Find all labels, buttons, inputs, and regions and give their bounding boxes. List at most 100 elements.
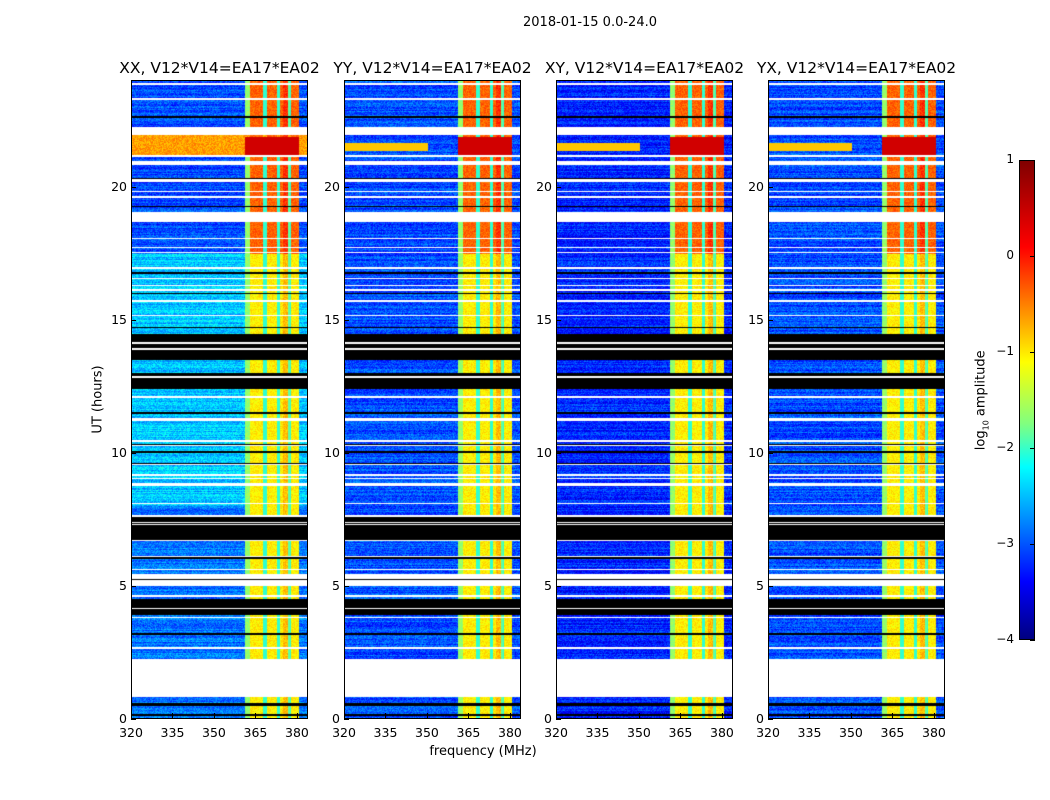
y-tick-mark bbox=[344, 585, 349, 587]
y-axis-label: UT (hours) bbox=[90, 365, 106, 434]
colorbar-tick-mark bbox=[1030, 256, 1035, 257]
x-tick-mark bbox=[509, 713, 511, 718]
waterfall-panel bbox=[131, 80, 308, 719]
x-tick-label: 320 bbox=[332, 725, 356, 740]
x-tick-mark bbox=[255, 713, 257, 718]
y-tick-label: 5 bbox=[119, 577, 127, 593]
colorbar-tick-mark bbox=[1030, 448, 1035, 449]
colorbar-label: log10 amplitude bbox=[973, 350, 991, 451]
panel-title: XY, V12*V14=EA17*EA02 bbox=[544, 59, 745, 77]
y-tick-mark bbox=[344, 452, 349, 454]
panel-title: YY, V12*V14=EA17*EA02 bbox=[333, 59, 532, 77]
y-tick-label: 15 bbox=[324, 311, 340, 327]
x-tick-mark bbox=[850, 713, 852, 718]
colorbar-tick-label: −1 bbox=[996, 344, 1014, 358]
x-tick-mark bbox=[344, 713, 345, 718]
x-tick-mark bbox=[768, 713, 769, 718]
waterfall-panel bbox=[344, 80, 521, 719]
colorbar-tick-mark bbox=[1030, 544, 1035, 545]
y-tick-mark bbox=[131, 186, 136, 188]
colorbar-tick-label: −4 bbox=[996, 632, 1014, 646]
x-tick-label: 380 bbox=[710, 725, 734, 740]
x-tick-mark bbox=[892, 713, 894, 718]
y-tick-mark bbox=[556, 452, 561, 454]
x-tick-label: 320 bbox=[756, 725, 780, 740]
x-tick-label: 350 bbox=[202, 725, 226, 740]
x-tick-label: 365 bbox=[880, 725, 905, 740]
x-tick-label: 350 bbox=[627, 725, 651, 740]
waterfall-heatmap bbox=[557, 81, 732, 718]
waterfall-panel bbox=[556, 80, 733, 719]
y-tick-label: 10 bbox=[536, 444, 552, 460]
x-tick-mark bbox=[385, 713, 387, 718]
y-tick-mark bbox=[556, 186, 561, 188]
x-tick-label: 350 bbox=[415, 725, 439, 740]
x-tick-label: 320 bbox=[119, 725, 143, 740]
y-tick-mark bbox=[768, 319, 773, 321]
y-tick-mark bbox=[556, 319, 561, 321]
y-tick-label: 5 bbox=[332, 577, 340, 593]
y-tick-label: 5 bbox=[756, 577, 764, 593]
x-tick-label: 335 bbox=[160, 725, 185, 740]
waterfall-heatmap bbox=[769, 81, 944, 718]
panel-title: XX, V12*V14=EA17*EA02 bbox=[119, 59, 320, 77]
y-tick-mark bbox=[344, 719, 349, 720]
y-tick-label: 20 bbox=[324, 178, 340, 194]
x-tick-mark bbox=[721, 713, 723, 718]
y-tick-label: 0 bbox=[544, 711, 552, 726]
y-tick-label: 20 bbox=[536, 178, 552, 194]
x-tick-label: 380 bbox=[498, 725, 522, 740]
colorbar-tick-mark bbox=[1030, 352, 1035, 353]
y-tick-label: 0 bbox=[332, 711, 340, 726]
x-tick-mark bbox=[680, 713, 682, 718]
y-tick-label: 20 bbox=[748, 178, 764, 194]
y-tick-label: 0 bbox=[756, 711, 764, 726]
x-tick-mark bbox=[172, 713, 174, 718]
y-tick-label: 0 bbox=[119, 711, 127, 726]
y-tick-mark bbox=[344, 319, 349, 321]
y-tick-mark bbox=[768, 719, 773, 720]
y-tick-mark bbox=[768, 585, 773, 587]
y-tick-label: 10 bbox=[111, 444, 127, 460]
x-tick-label: 380 bbox=[922, 725, 946, 740]
y-tick-label: 15 bbox=[748, 311, 764, 327]
x-tick-mark bbox=[131, 713, 132, 718]
x-tick-label: 365 bbox=[668, 725, 693, 740]
x-tick-label: 365 bbox=[243, 725, 268, 740]
x-tick-label: 365 bbox=[456, 725, 481, 740]
y-tick-mark bbox=[131, 319, 136, 321]
y-tick-label: 10 bbox=[748, 444, 764, 460]
colorbar-tick-label: −2 bbox=[996, 440, 1014, 454]
colorbar-tick-mark bbox=[1030, 640, 1035, 641]
x-tick-mark bbox=[426, 713, 428, 718]
y-tick-label: 15 bbox=[536, 311, 552, 327]
y-tick-mark bbox=[131, 719, 136, 720]
x-tick-label: 335 bbox=[373, 725, 398, 740]
y-tick-mark bbox=[131, 452, 136, 454]
colorbar-tick-label: −3 bbox=[996, 536, 1014, 550]
y-tick-label: 20 bbox=[111, 178, 127, 194]
waterfall-panel bbox=[768, 80, 945, 719]
x-tick-mark bbox=[296, 713, 298, 718]
y-tick-mark bbox=[556, 585, 561, 587]
x-tick-label: 335 bbox=[585, 725, 610, 740]
colorbar-tick-label: 1 bbox=[1006, 152, 1014, 166]
y-tick-label: 10 bbox=[324, 444, 340, 460]
x-tick-mark bbox=[638, 713, 640, 718]
x-tick-mark bbox=[597, 713, 599, 718]
y-tick-mark bbox=[556, 719, 561, 720]
y-tick-label: 15 bbox=[111, 311, 127, 327]
y-tick-label: 5 bbox=[544, 577, 552, 593]
colorbar-tick-mark bbox=[1030, 160, 1035, 161]
waterfall-heatmap bbox=[345, 81, 520, 718]
x-tick-mark bbox=[933, 713, 935, 718]
y-tick-mark bbox=[768, 186, 773, 188]
x-tick-mark bbox=[213, 713, 215, 718]
x-tick-mark bbox=[556, 713, 557, 718]
x-tick-mark bbox=[809, 713, 811, 718]
x-tick-label: 380 bbox=[285, 725, 309, 740]
waterfall-heatmap bbox=[132, 81, 307, 718]
colorbar bbox=[1019, 160, 1035, 640]
x-tick-label: 335 bbox=[797, 725, 822, 740]
